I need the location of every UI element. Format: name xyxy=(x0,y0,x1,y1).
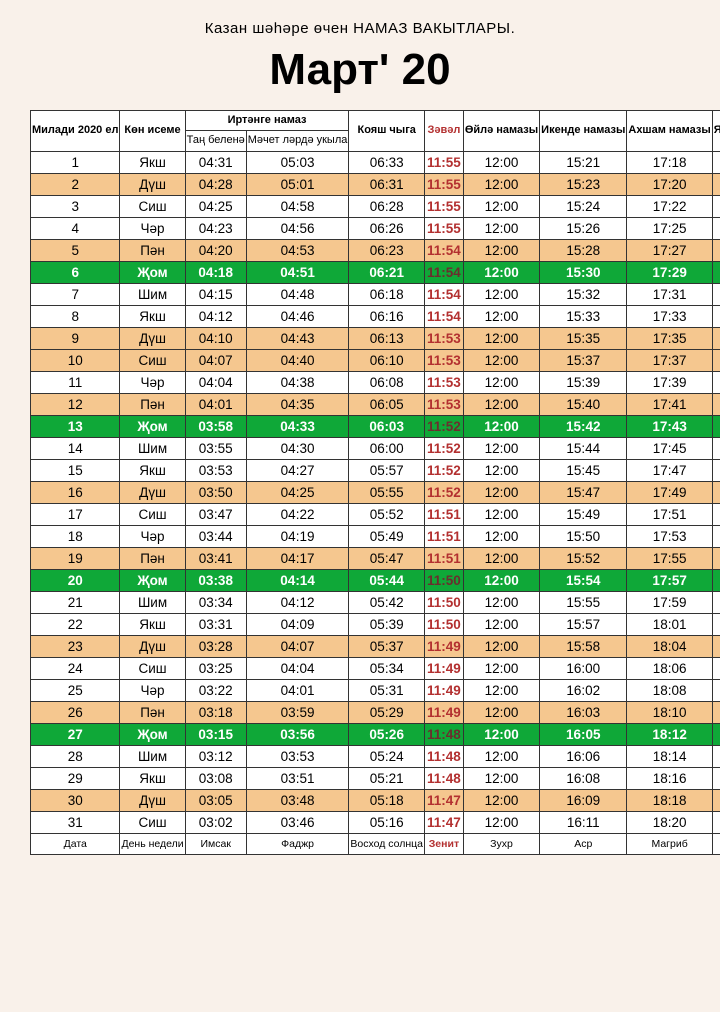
table-row: 30Дүш03:0503:4805:1811:4712:0016:0918:18… xyxy=(31,789,720,811)
h-oyla: Өйлә намазы xyxy=(463,111,539,152)
table-row: 14Шим03:5504:3006:0011:5212:0015:4417:45… xyxy=(31,437,720,459)
table-row: 18Чәр03:4404:1905:4911:5112:0015:5017:53… xyxy=(31,525,720,547)
h-miladi: Милади 2020 ел xyxy=(31,111,120,152)
prayer-table: Милади 2020 ел Көн исеме Иртәнге намаз К… xyxy=(30,110,720,855)
table-row: 3Сиш04:2504:5806:2811:5512:0015:2417:221… xyxy=(31,195,720,217)
footer-cell: День недели xyxy=(120,833,185,854)
h-machet: Мәчет ләрдә укыла xyxy=(246,131,349,151)
footer-cell: Восход солнца xyxy=(349,833,425,854)
title: Март' 20 xyxy=(30,45,690,95)
table-row: 31Сиш03:0203:4605:1611:4712:0016:1118:20… xyxy=(31,811,720,833)
table-row: 12Пән04:0104:3506:0511:5312:0015:4017:41… xyxy=(31,393,720,415)
footer-cell: Магриб xyxy=(627,833,712,854)
h-day: Көн исеме xyxy=(120,111,185,152)
table-row: 8Якш04:1204:4606:1611:5412:0015:3317:331… xyxy=(31,305,720,327)
table-row: 17Сиш03:4704:2205:5211:5112:0015:4917:51… xyxy=(31,503,720,525)
footer-cell: Имсак xyxy=(185,833,246,854)
table-row: 25Чәр03:2204:0105:3111:4912:0016:0218:08… xyxy=(31,679,720,701)
table-row: 13Җом03:5804:3306:0311:5212:0015:4217:43… xyxy=(31,415,720,437)
h-tan: Таң беленә xyxy=(185,131,246,151)
table-row: 9Дүш04:1004:4306:1311:5312:0015:3517:351… xyxy=(31,327,720,349)
table-row: 26Пән03:1803:5905:2911:4912:0016:0318:10… xyxy=(31,701,720,723)
table-row: 22Якш03:3104:0905:3911:5012:0015:5718:01… xyxy=(31,613,720,635)
table-row: 16Дүш03:5004:2505:5511:5212:0015:4717:49… xyxy=(31,481,720,503)
table-row: 1Якш04:3105:0306:3311:5512:0015:2117:181… xyxy=(31,151,720,173)
table-row: 4Чәр04:2304:5606:2611:5512:0015:2617:251… xyxy=(31,217,720,239)
h-ikende: Икенде намазы xyxy=(540,111,627,152)
table-row: 20Җом03:3804:1405:4411:5012:0015:5417:57… xyxy=(31,569,720,591)
footer-cell: Фаджр xyxy=(246,833,349,854)
table-row: 6Җом04:1804:5106:2111:5412:0015:3017:291… xyxy=(31,261,720,283)
table-row: 21Шим03:3404:1205:4211:5012:0015:5517:59… xyxy=(31,591,720,613)
footer-cell: Зухр xyxy=(463,833,539,854)
h-yastu: Ясту намазы xyxy=(712,111,720,152)
table-row: 11Чәр04:0404:3806:0811:5312:0015:3917:39… xyxy=(31,371,720,393)
table-row: 23Дүш03:2804:0705:3711:4912:0015:5818:04… xyxy=(31,635,720,657)
h-ahsham: Ахшам намазы xyxy=(627,111,712,152)
table-row: 27Җом03:1503:5605:2611:4812:0016:0518:12… xyxy=(31,723,720,745)
footer-cell: Иша xyxy=(712,833,720,854)
table-row: 2Дүш04:2805:0106:3111:5512:0015:2317:201… xyxy=(31,173,720,195)
table-row: 29Якш03:0803:5105:2111:4812:0016:0818:16… xyxy=(31,767,720,789)
table-row: 15Якш03:5304:2705:5711:5212:0015:4517:47… xyxy=(31,459,720,481)
footer-cell: Зенит xyxy=(425,833,464,854)
h-morning: Иртәнге намаз xyxy=(185,111,349,131)
h-zaval: Зәвәл xyxy=(425,111,464,152)
table-row: 28Шим03:1203:5305:2411:4812:0016:0618:14… xyxy=(31,745,720,767)
table-row: 10Сиш04:0704:4006:1011:5312:0015:3717:37… xyxy=(31,349,720,371)
footer-cell: Аср xyxy=(540,833,627,854)
table-row: 24Сиш03:2504:0405:3411:4912:0016:0018:06… xyxy=(31,657,720,679)
table-row: 5Пән04:2004:5306:2311:5412:0015:2817:271… xyxy=(31,239,720,261)
footer-cell: Дата xyxy=(31,833,120,854)
table-row: 19Пән03:4104:1705:4711:5112:0015:5217:55… xyxy=(31,547,720,569)
h-sunrise: Кояш чыга xyxy=(349,111,425,152)
table-row: 7Шим04:1504:4806:1811:5412:0015:3217:311… xyxy=(31,283,720,305)
subtitle: Казан шәһәре өчен НАМАЗ ВАКЫТЛАРЫ. xyxy=(30,20,690,37)
